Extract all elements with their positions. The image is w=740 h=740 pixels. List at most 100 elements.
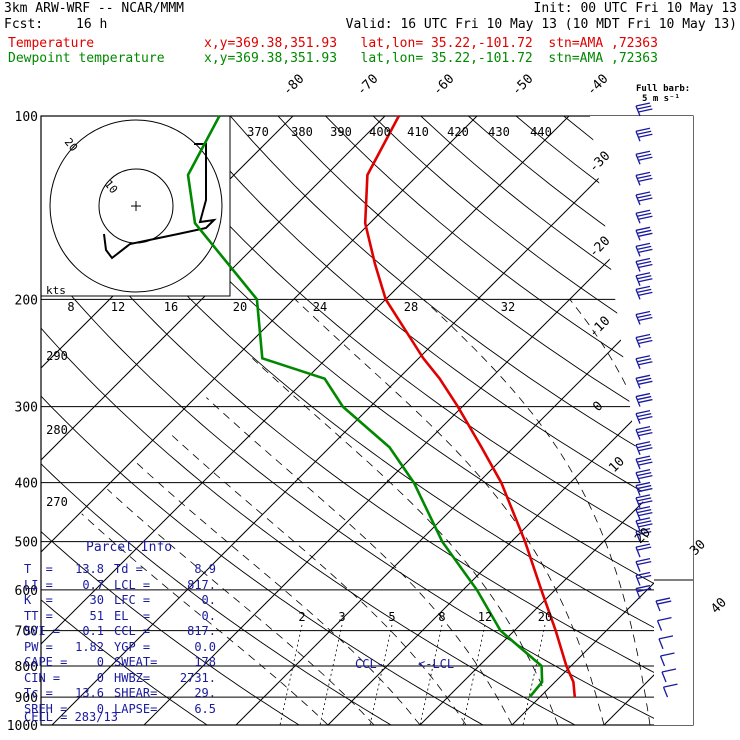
wind-barb — [635, 209, 653, 224]
wind-barb — [635, 102, 653, 117]
parcel-cell-label: Tc = — [24, 686, 53, 700]
barb-flag — [637, 508, 652, 514]
barb-flag — [655, 597, 671, 602]
parcel-cell-value: 1.82 — [75, 639, 104, 654]
isotherm-label: -70 — [354, 72, 381, 99]
barb-staff — [635, 358, 641, 369]
pressure-label: 200 — [15, 293, 38, 308]
moist-adiabat — [107, 488, 375, 725]
theta-label: 380 — [291, 125, 313, 139]
barb-flag — [638, 316, 653, 322]
isotherm-line — [41, 116, 478, 553]
barb-flag — [635, 355, 651, 360]
wind-barb — [635, 226, 653, 241]
parcel-cell-label: LI = — [24, 577, 53, 592]
barb-staff — [635, 520, 641, 532]
barb-flag — [658, 635, 674, 640]
barb-flag — [637, 484, 652, 490]
mixing-ratio-line — [522, 624, 546, 725]
dry-adiabat — [134, 116, 693, 563]
parcel-cell-label: Td = — [114, 562, 143, 576]
barb-staff — [659, 655, 666, 667]
dry-adiabat — [277, 116, 693, 441]
isotherm-line — [235, 267, 693, 725]
wind-barb — [635, 571, 652, 586]
parcel-cell-label: LCL = — [114, 577, 151, 592]
barb-staff — [635, 429, 641, 440]
parcel-cell-value: 0.0 — [194, 639, 216, 654]
fcst-value: 16 h — [76, 17, 108, 32]
moist-adiabat — [252, 358, 559, 725]
barb-flag — [638, 511, 653, 517]
barb-staff — [635, 396, 641, 407]
barb-staff — [635, 337, 641, 348]
isotherm-label: -40 — [584, 72, 611, 99]
wind-barb — [635, 333, 653, 348]
barb-staff — [635, 561, 641, 572]
barb-panel — [590, 116, 693, 725]
parcel-cell-label: YGP = — [114, 639, 151, 654]
parcel-cell-label: PW = — [24, 639, 53, 654]
barb-staff — [635, 275, 641, 287]
dry-adiabat — [41, 327, 576, 725]
wind-barb — [635, 272, 653, 287]
barb-flag — [637, 472, 652, 477]
dry-adiabat — [229, 116, 693, 481]
theta-label: 440 — [530, 125, 552, 139]
barb-flag — [635, 374, 651, 379]
parcel-cell-value: 817. — [187, 624, 216, 638]
barb-flag — [663, 683, 678, 688]
dry-adiabat — [41, 258, 668, 725]
hodograph-speed-label: 24 — [313, 300, 327, 314]
parcel-cell-label: EL = — [114, 608, 151, 623]
dry-adiabat — [41, 116, 693, 649]
theta-label: 280 — [46, 423, 68, 437]
wind-barb — [659, 652, 675, 667]
parcel-cell-label: SREH = — [24, 701, 68, 716]
barb-flag — [637, 520, 652, 525]
barb-flag — [635, 257, 651, 263]
wind-barb — [635, 481, 653, 496]
barb-flag — [635, 426, 651, 431]
parcel-cell-value: 13.8 — [75, 562, 104, 576]
barb-staff — [635, 588, 641, 599]
parcel-cell-label: SWEAT= — [114, 655, 158, 669]
barb-flag — [635, 543, 651, 548]
barb-staff — [635, 314, 641, 325]
pressure-label: 1000 — [7, 719, 38, 734]
barb-staff — [635, 105, 641, 117]
barb-flag — [638, 361, 653, 366]
parcel-cell-value: 178 — [194, 655, 216, 669]
wind-barb — [635, 584, 652, 599]
wind-barb — [635, 191, 653, 206]
barb-flag — [657, 600, 672, 605]
parcel-cell-label: SVI = — [24, 624, 61, 638]
isotherm-label: 40 — [708, 595, 730, 617]
barb-flag — [638, 398, 653, 404]
barb-flag — [637, 377, 652, 382]
dry-adiabat — [41, 531, 300, 725]
wind-barb — [635, 441, 653, 456]
barb-flag — [637, 497, 652, 502]
parcel-cell-value: 0.1 — [82, 624, 104, 638]
parcel-cell-value: 6.5 — [194, 701, 216, 716]
parcel-cell-label: CCL = — [114, 624, 151, 638]
barb-flag — [638, 500, 653, 505]
wind-barb — [635, 374, 653, 389]
barb-flag — [637, 358, 652, 363]
wind-barb — [635, 310, 653, 325]
barb-flag — [635, 469, 651, 474]
dewpoint-trace — [186, 115, 544, 698]
theta-label: 410 — [407, 125, 429, 139]
hodograph-speed-label: 32 — [501, 300, 515, 314]
barb-flag — [637, 194, 652, 199]
barb-flag — [635, 272, 651, 277]
isotherm-label: -10 — [586, 314, 613, 341]
parcel-cell-label: HWBZ= — [114, 670, 151, 685]
barb-flag — [637, 336, 652, 342]
barb-flag — [637, 587, 652, 593]
barb-flag — [635, 171, 651, 177]
barb-staff — [635, 509, 641, 520]
